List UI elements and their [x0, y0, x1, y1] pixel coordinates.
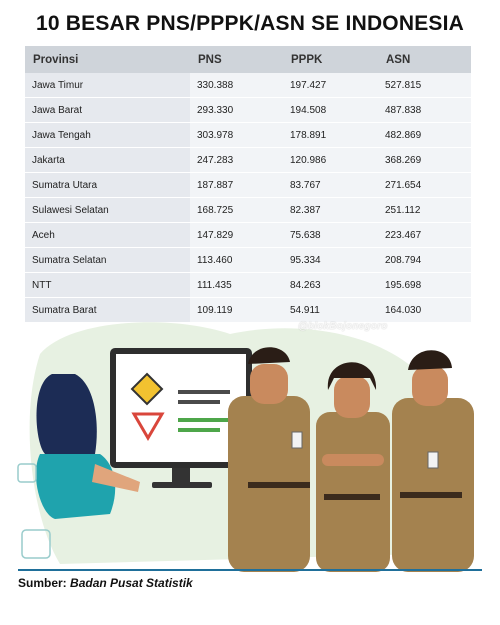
cell-pns: 113.460 — [190, 247, 283, 273]
col-header-asn: ASN — [378, 46, 471, 73]
cell-provinsi: NTT — [25, 272, 190, 298]
cell-pppk: 82.387 — [283, 197, 378, 223]
table-row: Sumatra Selatan 113.460 95.334 208.794 — [25, 247, 471, 273]
source-label: Sumber: — [18, 576, 67, 590]
cell-provinsi: Jawa Timur — [25, 73, 190, 98]
table-body: Jawa Timur 330.388 197.427 527.815 Jawa Bara… — [25, 73, 471, 323]
cell-pns: 147.829 — [190, 222, 283, 248]
cell-pppk: 83.767 — [283, 172, 378, 198]
cell-provinsi: Sumatra Utara — [25, 172, 190, 198]
cell-asn: 164.030 — [378, 297, 471, 323]
cell-provinsi: Aceh — [25, 222, 190, 248]
civil-servant-man-left — [228, 347, 310, 572]
cell-pns: 293.330 — [190, 97, 283, 123]
cell-pns: 111.435 — [190, 272, 283, 298]
watermark: @blokBojonegoro — [298, 321, 388, 332]
col-header-pns: PNS — [190, 46, 283, 73]
cell-pns: 303.978 — [190, 122, 283, 148]
cell-pppk: 120.986 — [283, 147, 378, 173]
cell-pns: 330.388 — [190, 73, 283, 98]
asn-table: Provinsi PNS PPPK ASN Jawa Timur 330.388 1… — [25, 46, 471, 323]
table-header-row: Provinsi PNS PPPK ASN — [25, 46, 471, 73]
table-row: Jawa Tengah 303.978 178.891 482.869 — [25, 122, 471, 148]
table-row: Aceh 147.829 75.638 223.467 — [25, 222, 471, 248]
cell-pns: 187.887 — [190, 172, 283, 198]
cell-pppk: 84.263 — [283, 272, 378, 298]
cell-pns: 247.283 — [190, 147, 283, 173]
table-row: Sulawesi Selatan 168.725 82.387 251.112 — [25, 197, 471, 223]
cell-provinsi: Jawa Barat — [25, 97, 190, 123]
table-row: NTT 111.435 84.263 195.698 — [25, 272, 471, 298]
table-row: Jawa Barat 293.330 194.508 487.838 — [25, 97, 471, 123]
table-row: Jakarta 247.283 120.986 368.269 — [25, 147, 471, 173]
cell-provinsi: Sulawesi Selatan — [25, 197, 190, 223]
col-header-pppk: PPPK — [283, 46, 378, 73]
cell-provinsi: Jawa Tengah — [25, 122, 190, 148]
cell-pppk: 194.508 — [283, 97, 378, 123]
civil-servant-man-right — [392, 350, 474, 572]
cell-pppk: 178.891 — [283, 122, 378, 148]
cell-pppk: 75.638 — [283, 222, 378, 248]
cell-asn: 251.112 — [378, 197, 471, 223]
cell-provinsi: Sumatra Selatan — [25, 247, 190, 273]
cell-asn: 487.838 — [378, 97, 471, 123]
cell-pns: 168.725 — [190, 197, 283, 223]
table-row: Sumatra Utara 187.887 83.767 271.654 — [25, 172, 471, 198]
cell-pns: 109.119 — [190, 297, 283, 323]
cell-asn: 527.815 — [378, 73, 471, 98]
source-name: Badan Pusat Statistik — [70, 576, 193, 590]
cell-pppk: 95.334 — [283, 247, 378, 273]
cell-provinsi: Jakarta — [25, 147, 190, 173]
page-title: 10 BESAR PNS/PPPK/ASN SE INDONESIA — [35, 12, 465, 35]
monitor — [110, 348, 252, 488]
cell-asn: 482.869 — [378, 122, 471, 148]
civil-servant-woman — [316, 362, 390, 572]
cell-provinsi: Sumatra Barat — [25, 297, 190, 323]
cell-pppk: 197.427 — [283, 73, 378, 98]
col-header-provinsi: Provinsi — [25, 46, 190, 73]
divider — [18, 569, 482, 571]
cell-asn: 208.794 — [378, 247, 471, 273]
cell-asn: 195.698 — [378, 272, 471, 298]
table-row: Jawa Timur 330.388 197.427 527.815 — [25, 73, 471, 98]
cell-asn: 223.467 — [378, 222, 471, 248]
seated-woman — [17, 374, 140, 559]
cell-asn: 368.269 — [378, 147, 471, 173]
source-note: Sumber: Badan Pusat Statistik — [18, 576, 193, 590]
cell-pppk: 54.911 — [283, 297, 378, 323]
table-row: Sumatra Barat 109.119 54.911 164.030 — [25, 297, 471, 323]
cell-asn: 271.654 — [378, 172, 471, 198]
civil-servants-illustration — [17, 322, 474, 572]
